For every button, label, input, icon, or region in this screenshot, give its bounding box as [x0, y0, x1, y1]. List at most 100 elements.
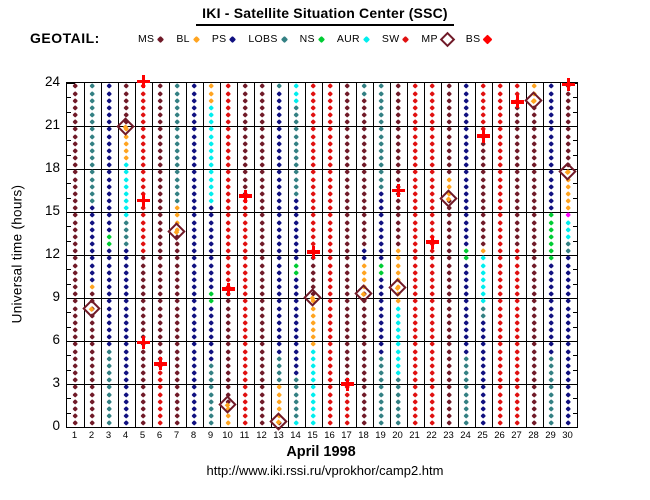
- mp-crossing-marker: [388, 278, 408, 297]
- region-dot-ps: [548, 205, 555, 212]
- bs-crossing-marker: [392, 184, 405, 197]
- region-dot-aur: [395, 334, 402, 341]
- region-dot-ms: [344, 348, 351, 355]
- x-day-label: 9: [207, 430, 214, 441]
- region-dot-bl: [208, 83, 215, 90]
- region-dot-ms: [225, 348, 232, 355]
- region-dot-ms: [157, 291, 164, 298]
- region-dot-ms: [72, 104, 79, 112]
- region-dot-ms: [140, 284, 147, 291]
- region-dot-ms: [531, 112, 538, 119]
- left-axis-tick: [67, 154, 71, 156]
- x-day-label: 19: [375, 430, 386, 441]
- region-dot-bl: [310, 312, 317, 320]
- region-dot-sw: [310, 233, 317, 241]
- region-dot-ps: [378, 291, 385, 298]
- region-dot-ps: [123, 291, 130, 298]
- region-dot-ms: [242, 126, 249, 133]
- region-dot-sw: [497, 219, 504, 226]
- region-dot-ps: [565, 312, 572, 320]
- region-dot-sw: [225, 147, 232, 155]
- region-dot-ps: [191, 97, 198, 105]
- region-dot-ms: [259, 341, 266, 348]
- region-dot-ps: [463, 90, 470, 97]
- region-dot-ms: [174, 341, 181, 348]
- region-dot-ps: [378, 219, 385, 226]
- x-day-label: 12: [256, 430, 267, 441]
- region-dot-ps: [293, 291, 300, 298]
- region-dot-bl: [123, 147, 130, 155]
- region-dot-ps: [565, 334, 572, 341]
- region-dot-sw: [429, 377, 436, 384]
- region-dot-ms: [140, 420, 147, 427]
- legend-marker-ms-icon: [157, 35, 165, 43]
- region-dot-aur: [395, 319, 402, 327]
- region-dot-lobs: [106, 405, 113, 413]
- region-dot-ms: [531, 205, 538, 212]
- region-dot-ms: [157, 276, 164, 284]
- region-dot-sw: [242, 362, 249, 370]
- region-dot-sw: [140, 90, 147, 97]
- region-dot-sw: [514, 334, 521, 341]
- region-dot-sw: [157, 398, 164, 406]
- region-dot-ps: [463, 312, 470, 320]
- region-dot-ps: [548, 319, 555, 327]
- region-dot-ps: [480, 420, 487, 427]
- region-dot-sw: [429, 133, 436, 140]
- x-day-label: 16: [324, 430, 335, 441]
- region-dot-lobs: [293, 119, 300, 126]
- right-axis-tick: [573, 412, 577, 414]
- region-dot-ps: [106, 83, 113, 90]
- region-dot-ps: [378, 233, 385, 241]
- region-dot-ms: [361, 162, 368, 169]
- x-day-label: 30: [562, 430, 573, 441]
- region-dot-ms: [242, 140, 249, 148]
- region-dot-lobs: [293, 176, 300, 183]
- region-dot-ms: [72, 298, 79, 305]
- region-dot-ps: [293, 255, 300, 262]
- region-dot-ms: [446, 398, 453, 406]
- region-dot-sw: [497, 291, 504, 298]
- region-dot-lobs: [208, 391, 215, 398]
- region-dot-ms: [446, 327, 453, 334]
- region-dot-ms: [480, 233, 487, 241]
- region-dot-ps: [276, 112, 283, 119]
- region-dot-lobs: [208, 370, 215, 377]
- region-dot-ms: [531, 420, 538, 427]
- region-dot-sw: [429, 212, 436, 219]
- region-dot-ms: [344, 312, 351, 320]
- region-dot-aur: [208, 176, 215, 183]
- region-dot-ps: [106, 90, 113, 97]
- region-dot-aur: [395, 341, 402, 348]
- region-dot-ms: [259, 298, 266, 305]
- region-dot-sw: [514, 355, 521, 363]
- region-dot-ms: [259, 219, 266, 226]
- region-dot-ms: [72, 262, 79, 269]
- region-dot-ps: [191, 298, 198, 305]
- region-dot-ms: [514, 219, 521, 226]
- region-dot-ms: [361, 384, 368, 391]
- region-dot-ms: [531, 341, 538, 348]
- region-dot-ps: [565, 255, 572, 262]
- region-dot-sw: [225, 226, 232, 234]
- region-dot-ms: [531, 305, 538, 312]
- region-dot-ms: [514, 226, 521, 234]
- region-dot-sw: [497, 298, 504, 305]
- region-dot-sw: [327, 212, 334, 219]
- region-dot-lobs: [378, 119, 385, 126]
- region-dot-ps: [208, 312, 215, 320]
- region-dot-lobs: [548, 391, 555, 398]
- region-dot-ps: [463, 233, 470, 241]
- right-axis-tick: [573, 97, 577, 99]
- region-dot-sw: [327, 355, 334, 363]
- mp-marker-center: [123, 123, 129, 130]
- legend-item-lobs: LOBS: [248, 33, 288, 45]
- bs-crossing-marker: [137, 194, 150, 208]
- region-dot-lobs: [89, 198, 96, 205]
- region-dot-ms: [157, 269, 164, 277]
- region-dot-aur: [293, 420, 300, 427]
- region-dot-ps: [463, 112, 470, 119]
- region-dot-sw: [497, 176, 504, 183]
- region-dot-sw: [412, 348, 419, 355]
- region-dot-ms: [225, 362, 232, 370]
